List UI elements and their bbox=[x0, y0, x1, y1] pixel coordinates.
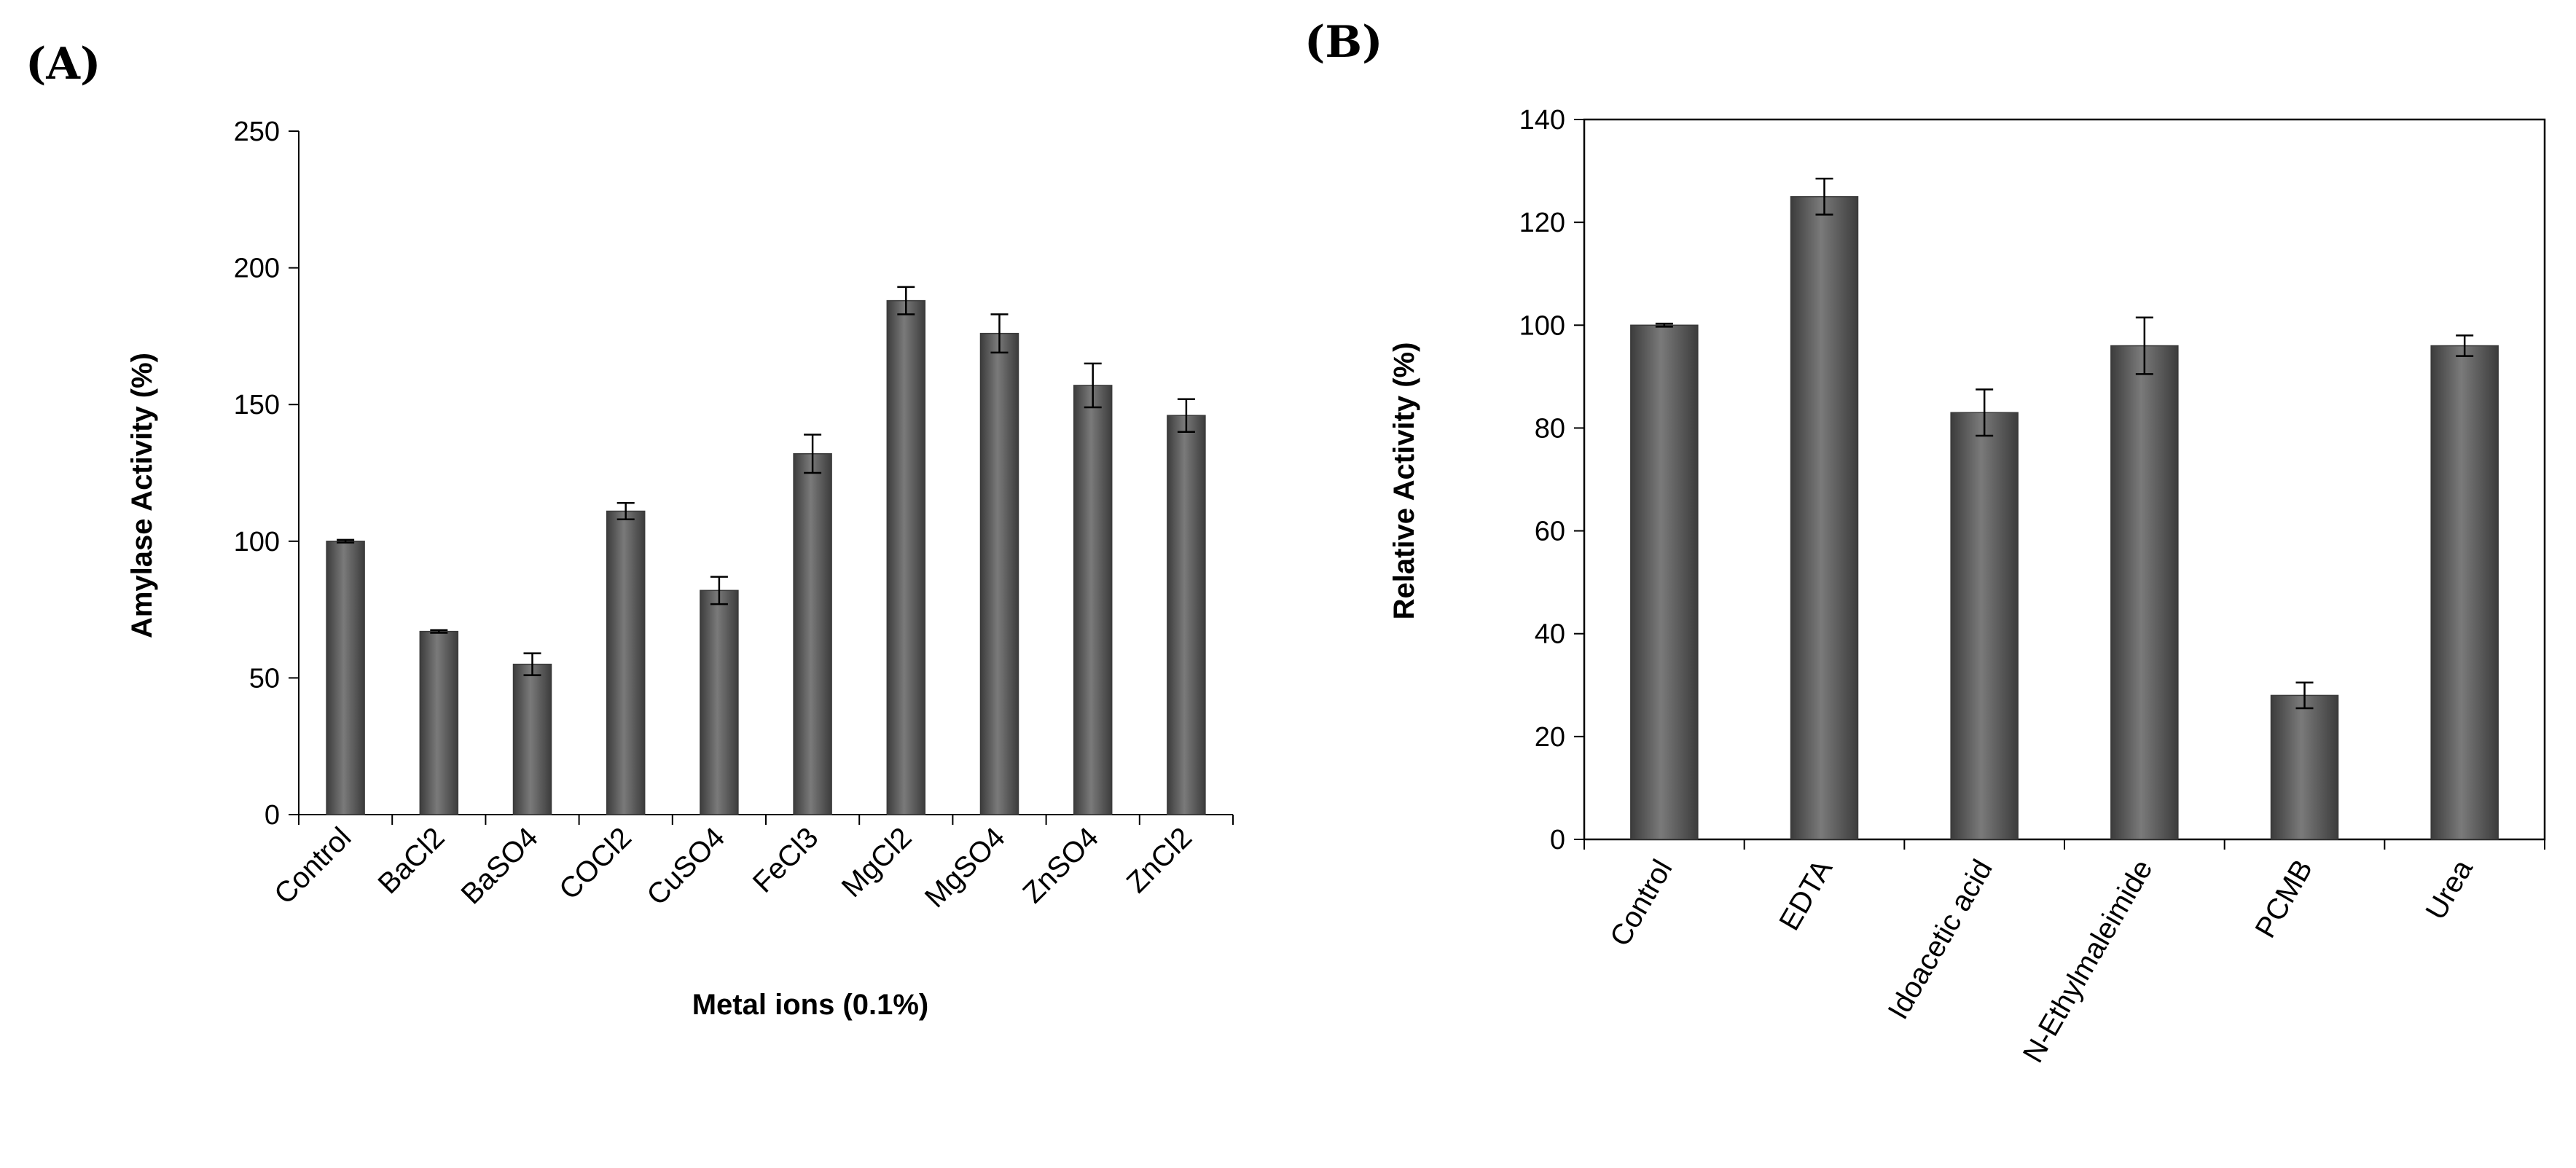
chart-a-ytick-label: 0 bbox=[265, 800, 280, 831]
chart-b-category-label: N-Ethylmaleimide bbox=[2017, 855, 2159, 1068]
chart-a-category-label: MgSO4 bbox=[919, 821, 1011, 914]
chart-b: (B) 0 20 40 60 80 100 120 140 Control EDTA Idoacet… bbox=[1304, 17, 2546, 1068]
chart-b-ytick-label: 40 bbox=[1535, 619, 1565, 650]
chart-b-axes bbox=[1583, 118, 2546, 841]
chart-b-bar bbox=[2270, 694, 2339, 840]
chart-a-category-label: MgCl2 bbox=[836, 821, 918, 904]
chart-a-ylabel: Amylase Activity (%) bbox=[126, 353, 158, 638]
chart-a-ytick-label: 50 bbox=[249, 663, 280, 694]
chart-a-bar bbox=[793, 452, 832, 815]
chart-a-category-label: Control bbox=[268, 821, 357, 910]
chart-a-ytick-label: 250 bbox=[234, 117, 280, 147]
chart-a-ytick-label: 150 bbox=[234, 390, 280, 420]
chart-a-category-label: CuSO4 bbox=[641, 821, 731, 912]
chart-b-bar bbox=[2430, 345, 2499, 840]
chart-a-bars bbox=[326, 286, 1206, 815]
chart-b-ytick-label: 0 bbox=[1550, 825, 1565, 855]
chart-b-bar bbox=[1790, 196, 1859, 840]
chart-a-bar bbox=[1167, 415, 1206, 815]
chart-a-category-label: BaCl2 bbox=[372, 821, 451, 900]
chart-b-ytick-label: 20 bbox=[1535, 722, 1565, 753]
chart-a-bar bbox=[886, 299, 926, 815]
chart-b-ytick-label: 60 bbox=[1535, 517, 1565, 547]
chart-b-bars bbox=[1630, 177, 2499, 840]
chart-b-ylabel: Relative Activity (%) bbox=[1388, 342, 1420, 620]
chart-a-bar bbox=[700, 589, 739, 815]
chart-a-bar bbox=[512, 663, 552, 815]
chart-b-category-label: EDTA bbox=[1773, 854, 1839, 936]
chart-b-frame bbox=[1583, 118, 2546, 841]
chart-b-bar bbox=[2110, 345, 2179, 840]
chart-b-bar bbox=[1950, 412, 2019, 840]
chart-a: (A) 0 50 100 150 200 250 Control BaCl2 BaSO4 COCl… bbox=[26, 39, 1234, 1021]
chart-a-category-label: FeCl3 bbox=[747, 821, 825, 899]
chart-b-category-label: Urea bbox=[2420, 854, 2480, 925]
chart-a-bar bbox=[1073, 385, 1113, 815]
chart-b-category-label: Idoacetic acid bbox=[1882, 855, 1999, 1025]
chart-b-category-label: Control bbox=[1604, 855, 1679, 952]
chart-b-ytick-label: 100 bbox=[1519, 310, 1565, 341]
chart-b-ytick-label: 120 bbox=[1519, 208, 1565, 238]
chart-a-category-label: ZnSO4 bbox=[1017, 821, 1105, 909]
chart-a-category-label: ZnCl2 bbox=[1121, 821, 1199, 899]
chart-b-ytick-label: 80 bbox=[1535, 413, 1565, 444]
chart-b-category-label: PCMB bbox=[2249, 855, 2319, 944]
chart-b-bar bbox=[1630, 324, 1699, 840]
chart-a-ytick-label: 100 bbox=[234, 527, 280, 557]
chart-b-ytick-label: 140 bbox=[1519, 105, 1565, 136]
chart-a-bar bbox=[606, 510, 646, 815]
chart-a-bar bbox=[979, 332, 1019, 815]
panel-label-a: (A) bbox=[26, 39, 101, 90]
chart-a-bar bbox=[419, 630, 459, 815]
chart-a-ytick-label: 200 bbox=[234, 254, 280, 284]
chart-a-category-label: BaSO4 bbox=[455, 821, 544, 910]
chart-a-category-label: COCl2 bbox=[553, 821, 638, 906]
chart-a-bar bbox=[326, 541, 365, 815]
panel-label-b: (B) bbox=[1304, 17, 1383, 68]
chart-a-xlabel: Metal ions (0.1%) bbox=[692, 989, 929, 1021]
